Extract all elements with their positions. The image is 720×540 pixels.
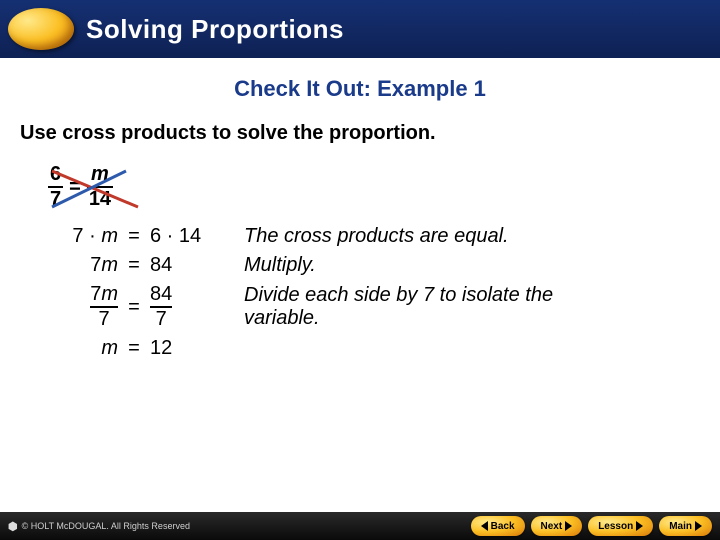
copyright-text: ⬢ © HOLT McDOUGAL. All Rights Reserved <box>8 520 190 533</box>
step-lhs: 7m <box>90 254 118 276</box>
publisher-logo-icon: ⬢ <box>8 520 18 533</box>
step-eq: = <box>122 296 146 319</box>
step-row: 7m = 84 Multiply. <box>24 254 700 277</box>
step-rhs: 6 · 14 <box>146 225 244 248</box>
step-lhs: 7 · m <box>72 225 118 247</box>
equals-sign: = <box>69 176 81 199</box>
content-area: Use cross products to solve the proporti… <box>0 102 720 360</box>
right-denominator: 14 <box>87 186 113 211</box>
subtitle: Check It Out: Example 1 <box>0 76 720 102</box>
right-fraction: m 14 <box>87 163 113 211</box>
chevron-right-icon <box>565 521 572 531</box>
step-equation: 7m = 84 <box>24 254 244 277</box>
lhs-bot: 7 <box>90 306 118 331</box>
step-row: 7m 7 = 84 7 Divide each side by 7 to iso… <box>24 283 700 331</box>
problem-prompt: Use cross products to solve the proporti… <box>20 122 700 145</box>
step-lhs: m <box>24 337 122 360</box>
step-eq: = <box>122 254 146 277</box>
nav-buttons: Back Next Lesson Main <box>471 516 712 536</box>
rhs-bot: 7 <box>150 306 172 331</box>
next-label: Next <box>541 521 563 532</box>
proportion-equation: 6 7 = m 14 <box>48 163 208 219</box>
header-oval-icon <box>8 8 74 50</box>
step-eq: = <box>122 225 146 248</box>
main-button[interactable]: Main <box>659 516 712 536</box>
chevron-left-icon <box>481 521 488 531</box>
solution-steps: 7 · m = 6 · 14 The cross products are eq… <box>24 225 700 360</box>
chevron-right-icon <box>636 521 643 531</box>
next-button[interactable]: Next <box>531 516 583 536</box>
step-equation: 7m 7 = 84 7 <box>24 283 244 331</box>
left-fraction: 6 7 <box>48 163 63 211</box>
step-rhs: 84 <box>146 254 244 277</box>
step-rhs: 12 <box>146 337 244 360</box>
header-title: Solving Proportions <box>86 14 344 45</box>
copyright-label: © HOLT McDOUGAL. All Rights Reserved <box>22 521 190 531</box>
step-explanation: Divide each side by 7 to isolate the var… <box>244 284 624 330</box>
chevron-right-icon <box>695 521 702 531</box>
back-button[interactable]: Back <box>471 516 525 536</box>
back-label: Back <box>491 521 515 532</box>
step-eq: = <box>122 337 146 360</box>
slide-footer: ⬢ © HOLT McDOUGAL. All Rights Reserved B… <box>0 512 720 540</box>
step-lhs-fraction: 7m 7 <box>90 283 118 331</box>
step-explanation: Multiply. <box>244 254 316 277</box>
main-label: Main <box>669 521 692 532</box>
step-equation: m = 12 <box>24 337 244 360</box>
lhs-top: 7m <box>90 283 118 305</box>
step-equation: 7 · m = 6 · 14 <box>24 225 244 248</box>
subtitle-container: Check It Out: Example 1 <box>0 76 720 102</box>
step-explanation: The cross products are equal. <box>244 225 509 248</box>
step-row: m = 12 <box>24 337 700 360</box>
slide-header: Solving Proportions <box>0 0 720 58</box>
step-rhs-fraction: 84 7 <box>150 283 172 331</box>
right-numerator: m <box>87 163 113 186</box>
left-numerator: 6 <box>48 163 63 186</box>
lesson-button[interactable]: Lesson <box>588 516 653 536</box>
rhs-top: 84 <box>150 283 172 306</box>
left-denominator: 7 <box>48 186 63 211</box>
lesson-label: Lesson <box>598 521 633 532</box>
step-row: 7 · m = 6 · 14 The cross products are eq… <box>24 225 700 248</box>
